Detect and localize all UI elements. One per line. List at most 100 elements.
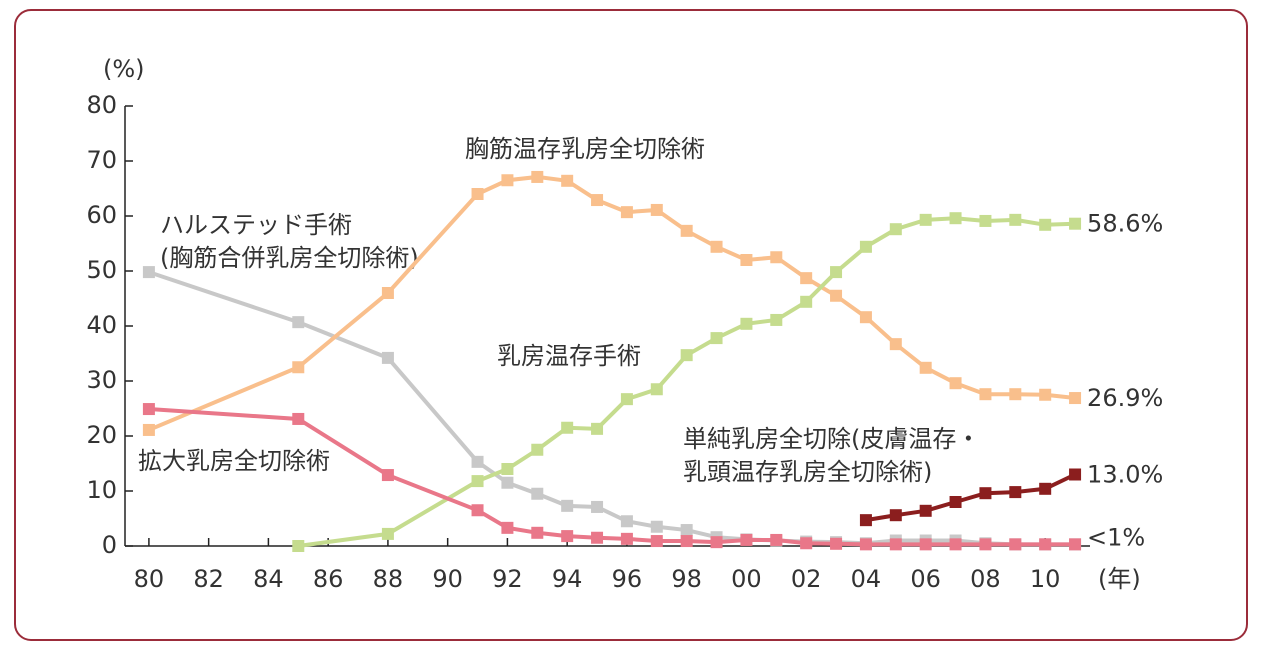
x-tick-label: 84 [253,565,284,593]
point [591,531,604,544]
point [740,254,753,266]
point [1009,486,1022,499]
point [710,332,723,345]
x-tick-label: 04 [851,565,882,593]
point [1069,538,1082,551]
value-label: <1% [1087,523,1145,551]
point [471,475,484,488]
point [859,514,872,527]
series-name: 胸筋温存乳房全切除術 [465,135,705,163]
x-tick-label: 06 [910,565,941,593]
point [1009,213,1022,226]
point [800,537,813,550]
point [919,504,932,517]
point [919,361,932,374]
point [889,338,902,351]
point [471,455,484,468]
frame [14,9,1248,641]
point [949,496,962,508]
point [561,421,574,434]
point [292,540,305,552]
point [591,422,604,435]
point [680,524,693,537]
point [830,266,843,279]
point [1039,538,1052,551]
point [471,188,484,200]
point [889,509,902,522]
point [501,521,514,534]
x-tick-label: 90 [432,565,463,593]
y-tick-label: 40 [86,311,117,339]
point [800,272,813,285]
point [650,203,663,216]
point [620,532,633,545]
point [292,316,305,329]
y-tick-label: 20 [86,421,117,449]
y-tick-label: 80 [86,91,117,119]
point [740,533,753,546]
point [501,463,514,475]
point [740,317,753,330]
point [561,499,574,512]
point [949,538,962,551]
point [531,526,544,539]
point [1069,392,1082,405]
point [620,515,633,528]
y-tick-label: 10 [86,476,117,504]
point [471,504,484,517]
x-tick-label: 88 [373,565,404,593]
y-tick-label: 70 [86,146,117,174]
point [381,351,394,364]
point [591,194,604,207]
series-name: ハルステッド手術(胸筋合併乳房全切除術) [160,211,419,272]
point [1069,468,1082,481]
y-tick-label: 0 [102,531,117,559]
point [620,206,633,219]
point [979,388,992,401]
point [561,530,574,543]
x-axis-label: (年) [1098,565,1141,593]
point [770,313,783,326]
x-tick-label: 00 [731,565,762,593]
x-tick-label: 86 [313,565,344,593]
point [680,535,693,548]
point [710,240,723,253]
x-tick-label: 94 [552,565,583,593]
point [979,214,992,227]
point [770,251,783,264]
value-label: 13.0% [1087,461,1163,489]
y-tick-label: 50 [86,256,117,284]
point [859,538,872,551]
x-tick-label: 82 [193,565,224,593]
point [501,174,514,187]
x-tick-label: 10 [1030,565,1061,593]
point [1039,388,1052,401]
point [979,487,992,500]
point [142,266,155,279]
point [292,361,305,374]
point [979,538,992,551]
point [710,536,723,549]
point [949,377,962,390]
point [591,500,604,513]
point [889,538,902,551]
y-tick-label: 60 [86,201,117,229]
x-tick-label: 08 [970,565,1001,593]
point [680,224,693,237]
point [620,393,633,406]
point [1009,388,1022,401]
point [531,443,544,456]
point [381,287,394,299]
point [859,240,872,253]
point [561,174,574,187]
x-tick-label: 92 [492,565,523,593]
point [889,223,902,236]
x-tick-label: 02 [791,565,822,593]
point [142,423,155,436]
y-tick-label: 30 [86,366,117,394]
x-tick-label: 98 [671,565,702,593]
point [381,469,394,482]
point [1069,217,1082,230]
value-label: 26.9% [1087,384,1163,412]
